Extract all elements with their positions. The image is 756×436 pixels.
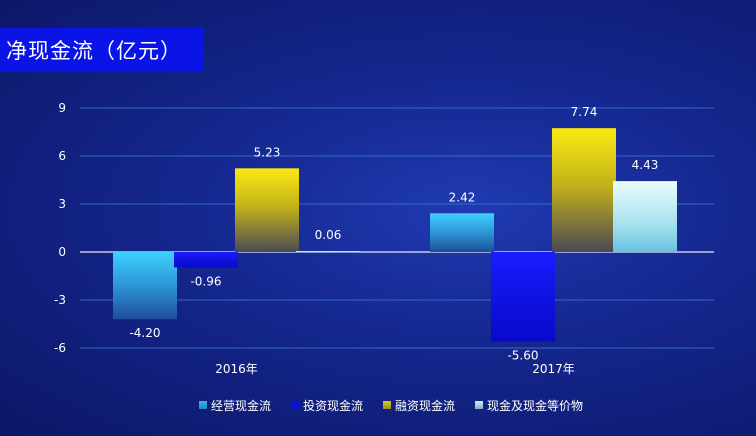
y-tick-label: 9 — [58, 101, 66, 115]
bar-investing-1 — [174, 252, 238, 268]
data-label: -4.20 — [129, 326, 160, 340]
y-tick-label: -3 — [54, 293, 66, 307]
y-tick-label: 0 — [58, 245, 66, 259]
legend-item-cash: 现金及现金等价物 — [475, 397, 583, 414]
bar-operating-1 — [113, 252, 177, 320]
data-label: 7.74 — [571, 105, 598, 119]
bar-financing-2 — [552, 128, 616, 252]
legend-label: 投资现金流 — [302, 398, 363, 413]
bar-financing-1 — [235, 168, 299, 252]
legend-swatch — [383, 401, 391, 409]
legend-label: 经营现金流 — [210, 398, 271, 413]
chart-legend: 经营现金流 投资现金流 融资现金流 现金及现金等价物 — [0, 396, 756, 414]
legend-label: 现金及现金等价物 — [487, 398, 584, 413]
data-label: 4.43 — [632, 158, 659, 172]
category-label: 2017年 — [532, 362, 575, 376]
y-tick-label: -6 — [54, 341, 66, 355]
title-banner: 净现金流（亿元） — [0, 28, 203, 72]
legend-swatch — [290, 401, 299, 409]
data-label: -0.96 — [190, 274, 221, 288]
y-tick-label: 3 — [58, 197, 66, 211]
bar-operating-2 — [430, 213, 494, 252]
bar-investing-2 — [491, 252, 555, 342]
legend-swatch — [475, 401, 484, 409]
data-label: -5.60 — [507, 349, 538, 363]
legend-label: 融资现金流 — [395, 398, 456, 413]
bar-cash-1 — [296, 251, 360, 253]
bar-chart: 9 6 3 0 -3 -6 -4.20 -0.96 5.23 0.06 2016年 2.42 -5.60… — [54, 101, 714, 376]
y-tick-label: 6 — [58, 149, 66, 163]
data-label: 5.23 — [254, 145, 281, 159]
data-label: 0.06 — [315, 228, 342, 242]
legend-item-investing: 投资现金流 — [290, 397, 363, 414]
legend-swatch — [198, 401, 207, 409]
data-label: 2.42 — [449, 190, 476, 204]
bar-cash-2 — [613, 181, 677, 252]
legend-item-financing: 融资现金流 — [383, 397, 455, 414]
category-label: 2016年 — [215, 362, 258, 376]
legend-item-operating: 经营现金流 — [198, 397, 271, 414]
chart-title: 净现金流（亿元） — [6, 39, 182, 63]
